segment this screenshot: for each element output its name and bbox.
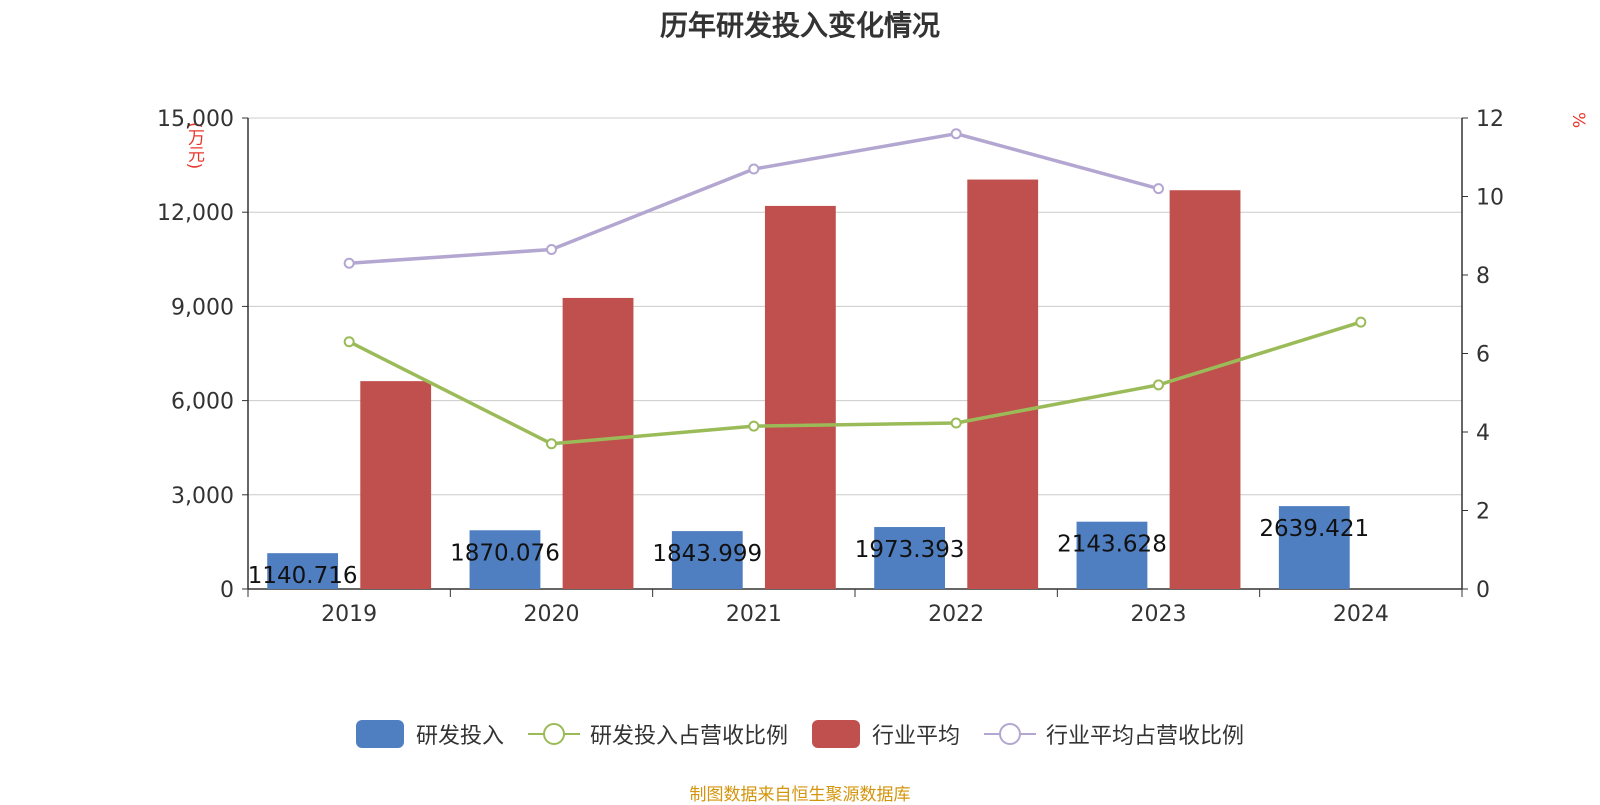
bar-rd-data-label: 2143.628 [1057, 532, 1167, 558]
legend-swatch-rd-ratio [527, 723, 580, 745]
rd-ratio-point [950, 417, 962, 429]
right-axis-tick-label: 8 [1476, 264, 1490, 289]
x-axis-tick-label: 2022 [928, 602, 984, 627]
right-axis-tick-label: 0 [1476, 578, 1490, 603]
rd-ratio-point [343, 336, 355, 348]
industry-ratio-point [748, 163, 760, 175]
left-axis-tick-label: 12,000 [157, 201, 234, 226]
legend-item-rd[interactable]: 研发投入 [355, 718, 504, 750]
bar-rd [671, 531, 743, 589]
bar-rd [469, 530, 541, 589]
bar-industry [360, 381, 432, 589]
x-axis-tick-label: 2023 [1131, 602, 1187, 627]
bar-rd-data-label: 1870.076 [450, 540, 560, 566]
rd-ratio-point [546, 438, 557, 450]
legend: 研发投入 研发投入占营收比例 行业平均 行业平均占营收比例 [0, 718, 1600, 750]
legend-item-industry-ratio[interactable]: 行业平均占营收比例 [984, 718, 1244, 750]
right-axis-tick-label: 6 [1476, 343, 1490, 368]
bar-rd-data-label: 2639.421 [1259, 516, 1369, 542]
left-axis-tick-label: 0 [220, 578, 234, 603]
legend-swatch-industry [812, 720, 860, 748]
right-axis-tick-label: 4 [1476, 421, 1490, 446]
chart-title: 历年研发投入变化情况 [659, 9, 940, 42]
legend-item-industry[interactable]: 行业平均 [812, 718, 960, 750]
legend-item-rd-ratio[interactable]: 研发投入占营收比例 [527, 718, 788, 750]
bar-rd-data-label: 1843.999 [652, 541, 762, 567]
bar-industry [1169, 190, 1241, 589]
bar-rd [267, 553, 339, 589]
right-axis-tick-label: 12 [1476, 107, 1504, 132]
legend-swatch-rd [355, 720, 404, 748]
legend-label-industry: 行业平均 [872, 724, 961, 749]
left-axis-tick-label: 15,000 [157, 107, 234, 132]
industry-ratio-point [343, 257, 355, 269]
bar-industry [764, 205, 836, 590]
bar-industry [967, 179, 1039, 589]
legend-swatch-industry-ratio [984, 723, 1037, 745]
x-axis-tick-label: 2020 [524, 602, 580, 627]
legend-label-industry-ratio: 行业平均占营收比例 [1046, 724, 1245, 749]
right-axis-tick-label: 2 [1476, 500, 1490, 525]
left-axis-tick-label: 6,000 [171, 390, 234, 415]
left-axis-tick-label: 3,000 [171, 484, 234, 509]
x-axis-tick-label: 2021 [726, 602, 782, 627]
right-axis-unit: % [1568, 112, 1588, 129]
industry-ratio-point [1153, 183, 1164, 195]
bar-rd-data-label: 1973.393 [855, 537, 965, 563]
left-axis-unit: (万元) [184, 122, 204, 170]
rd-ratio-line [348, 320, 1362, 446]
x-axis-tick-label: 2019 [321, 602, 377, 627]
legend-label-rd-ratio: 研发投入占营收比例 [589, 724, 788, 749]
rd-ratio-point [1355, 316, 1367, 328]
bar-rd [874, 527, 946, 589]
rd-ratio-point [748, 420, 760, 432]
legend-label-rd: 研发投入 [415, 724, 504, 749]
industry-ratio-point [950, 128, 962, 140]
source-note: 制图数据来自恒生聚源数据库 [689, 785, 911, 805]
bar-rd-data-label: 1140.716 [248, 563, 358, 589]
bar-rd [1076, 521, 1148, 589]
bar-rd [1278, 506, 1350, 589]
left-axis-tick-label: 9,000 [171, 295, 234, 320]
industry-ratio-point [546, 243, 557, 255]
x-axis-tick-label: 2024 [1333, 602, 1389, 627]
rd-ratio-point [1153, 379, 1164, 391]
right-axis-tick-label: 10 [1476, 186, 1504, 211]
